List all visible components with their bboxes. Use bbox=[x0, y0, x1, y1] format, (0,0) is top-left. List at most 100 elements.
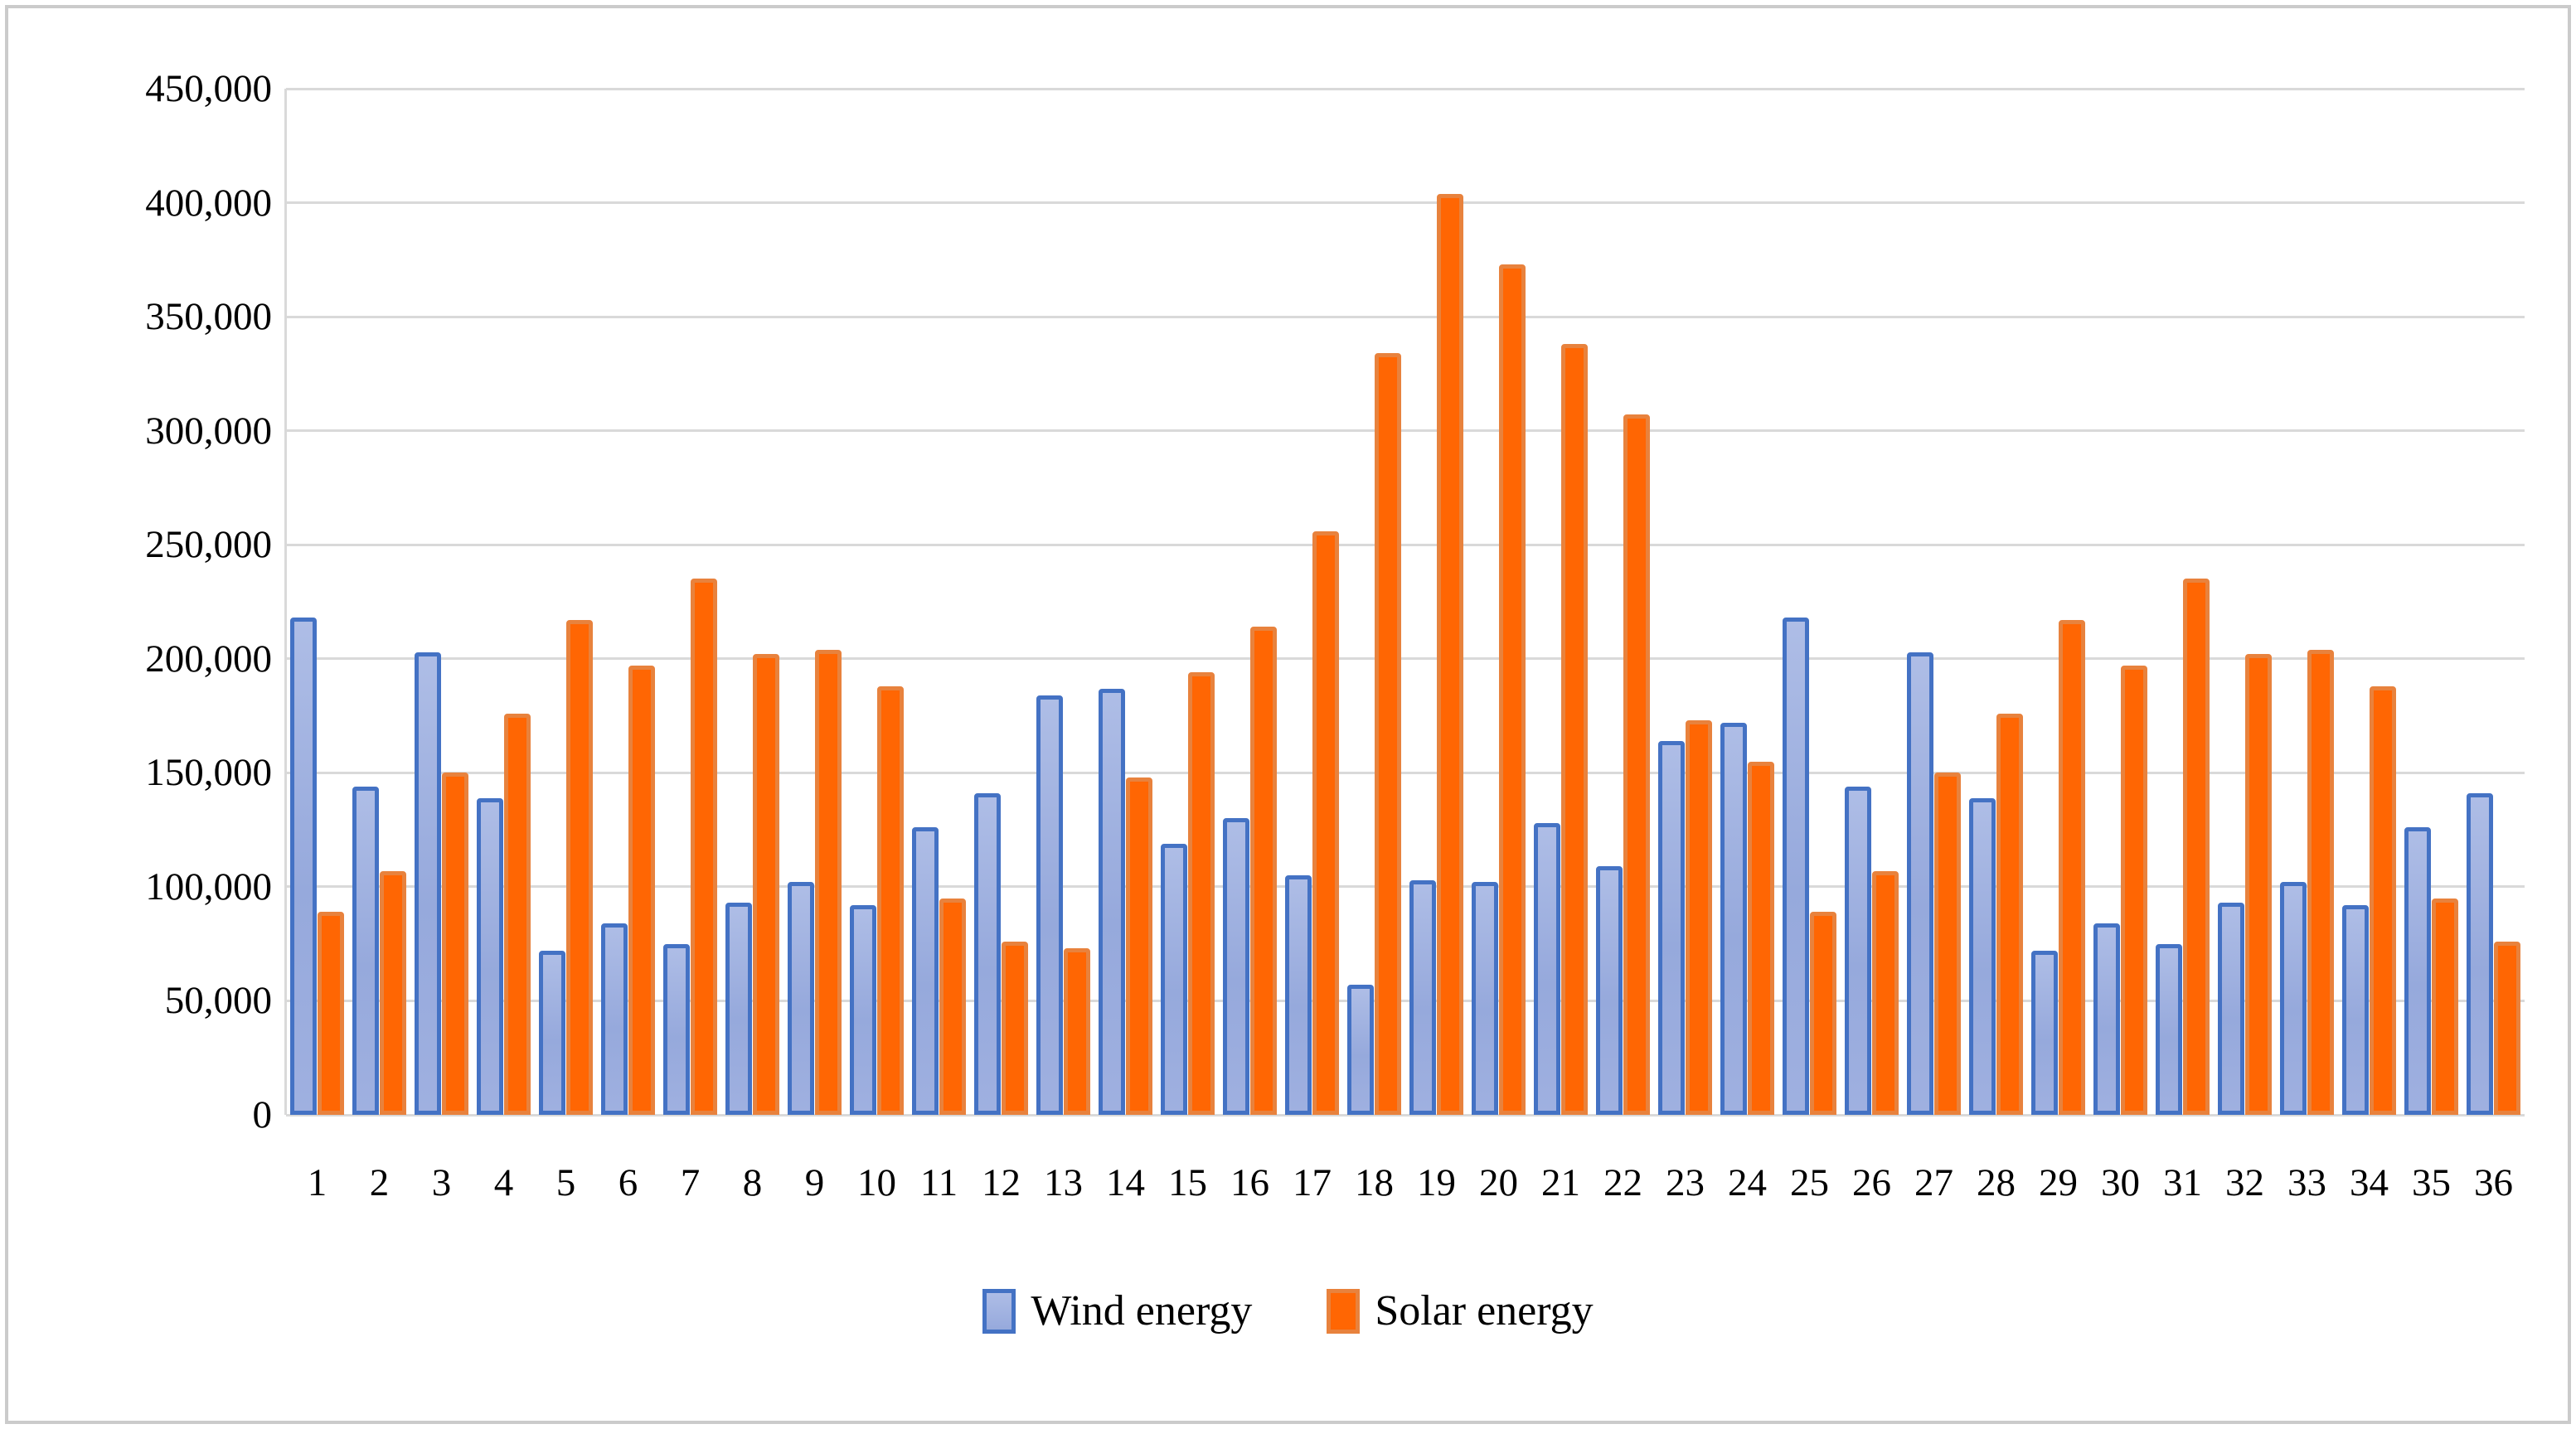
solar-bar-24 bbox=[1748, 762, 1774, 1115]
solar-bar-31 bbox=[2183, 579, 2210, 1115]
x-tick-label-15: 15 bbox=[1168, 1161, 1207, 1204]
solar-bar-9 bbox=[815, 650, 842, 1115]
wind-bar-10 bbox=[850, 905, 876, 1115]
solar-bar-27 bbox=[1934, 773, 1961, 1115]
y-tick-label-250000: 250,000 bbox=[145, 523, 272, 566]
solar-bar-25 bbox=[1810, 912, 1836, 1115]
x-tick-label-29: 29 bbox=[2039, 1161, 2078, 1204]
category-34 bbox=[2338, 89, 2400, 1115]
gridline-50000 bbox=[286, 1000, 2525, 1002]
solar-bar-15 bbox=[1188, 672, 1215, 1115]
x-tick-label-1: 1 bbox=[307, 1161, 327, 1204]
x-tick-label-13: 13 bbox=[1044, 1161, 1083, 1204]
x-tick-label-34: 34 bbox=[2350, 1161, 2389, 1204]
x-tick-label-25: 25 bbox=[1790, 1161, 1829, 1204]
x-tick-label-3: 3 bbox=[431, 1161, 452, 1204]
x-tick-label-23: 23 bbox=[1666, 1161, 1705, 1204]
solar-bar-6 bbox=[628, 666, 655, 1115]
wind-bar-7 bbox=[663, 944, 690, 1115]
solar-bar-1 bbox=[318, 912, 344, 1115]
y-tick-label-150000: 150,000 bbox=[145, 751, 272, 794]
x-tick-label-24: 24 bbox=[1728, 1161, 1767, 1204]
wind-bar-25 bbox=[1783, 618, 1809, 1115]
wind-bar-36 bbox=[2467, 793, 2493, 1115]
category-8 bbox=[721, 89, 783, 1115]
x-tick-label-28: 28 bbox=[1977, 1161, 2016, 1204]
category-36 bbox=[2462, 89, 2525, 1115]
wind-bar-27 bbox=[1907, 652, 1933, 1115]
wind-bar-32 bbox=[2218, 903, 2244, 1115]
y-axis-line bbox=[284, 89, 287, 1115]
solar-bar-3 bbox=[442, 773, 468, 1115]
category-17 bbox=[1281, 89, 1343, 1115]
x-tick-label-10: 10 bbox=[857, 1161, 896, 1204]
x-tick-label-26: 26 bbox=[1852, 1161, 1891, 1204]
x-tick-label-14: 14 bbox=[1106, 1161, 1145, 1204]
gridline-400000 bbox=[286, 201, 2525, 204]
x-tick-label-35: 35 bbox=[2412, 1161, 2451, 1204]
category-27 bbox=[1903, 89, 1965, 1115]
x-tick-label-32: 32 bbox=[2225, 1161, 2264, 1204]
solar-bar-11 bbox=[939, 899, 966, 1115]
solar-bar-16 bbox=[1250, 627, 1277, 1115]
category-14 bbox=[1094, 89, 1157, 1115]
gridline-0 bbox=[286, 1114, 2525, 1117]
wind-bar-21 bbox=[1534, 823, 1560, 1115]
category-1 bbox=[286, 89, 348, 1115]
wind-bar-34 bbox=[2342, 905, 2369, 1115]
x-tick-label-6: 6 bbox=[618, 1161, 638, 1204]
x-tick-label-5: 5 bbox=[555, 1161, 576, 1204]
wind-bar-13 bbox=[1036, 695, 1063, 1115]
solar-bar-18 bbox=[1375, 353, 1401, 1115]
category-25 bbox=[1778, 89, 1841, 1115]
solar-bar-28 bbox=[1996, 714, 2023, 1115]
solar-bar-17 bbox=[1312, 531, 1339, 1115]
solar-bar-30 bbox=[2121, 666, 2147, 1115]
x-tick-label-33: 33 bbox=[2287, 1161, 2326, 1204]
category-19 bbox=[1405, 89, 1467, 1115]
category-15 bbox=[1157, 89, 1219, 1115]
gridline-200000 bbox=[286, 657, 2525, 660]
solar-bar-4 bbox=[504, 714, 531, 1115]
y-tick-label-300000: 300,000 bbox=[145, 409, 272, 453]
solar-bar-29 bbox=[2059, 620, 2085, 1115]
wind-bar-4 bbox=[477, 798, 503, 1115]
category-32 bbox=[2214, 89, 2276, 1115]
wind-bar-3 bbox=[415, 652, 441, 1115]
gridline-250000 bbox=[286, 544, 2525, 546]
category-12 bbox=[970, 89, 1032, 1115]
category-28 bbox=[1965, 89, 2027, 1115]
legend-label-solar: Solar energy bbox=[1375, 1287, 1594, 1335]
wind-bar-11 bbox=[912, 827, 939, 1115]
x-tick-label-30: 30 bbox=[2101, 1161, 2140, 1204]
category-20 bbox=[1467, 89, 1530, 1115]
category-11 bbox=[908, 89, 970, 1115]
x-tick-label-20: 20 bbox=[1479, 1161, 1518, 1204]
legend-item-solar: Solar energy bbox=[1327, 1286, 1594, 1335]
y-tick-label-350000: 350,000 bbox=[145, 295, 272, 338]
gridline-100000 bbox=[286, 885, 2525, 888]
solar-bar-33 bbox=[2307, 650, 2334, 1115]
wind-bar-15 bbox=[1161, 844, 1187, 1115]
y-tick-label-0: 0 bbox=[252, 1093, 273, 1136]
category-23 bbox=[1654, 89, 1716, 1115]
solar-bar-32 bbox=[2245, 654, 2272, 1115]
y-tick-label-400000: 400,000 bbox=[145, 182, 272, 225]
wind-bar-18 bbox=[1347, 985, 1374, 1115]
solar-bar-2 bbox=[380, 871, 406, 1115]
solar-bar-35 bbox=[2432, 899, 2458, 1115]
solar-bar-14 bbox=[1126, 777, 1152, 1115]
solar-bar-5 bbox=[566, 620, 593, 1115]
solar-bar-21 bbox=[1561, 344, 1588, 1115]
wind-bar-30 bbox=[2093, 923, 2120, 1115]
x-tick-label-31: 31 bbox=[2163, 1161, 2202, 1204]
wind-bar-20 bbox=[1472, 882, 1498, 1115]
gridline-150000 bbox=[286, 772, 2525, 774]
wind-bar-33 bbox=[2280, 882, 2307, 1115]
solar-bar-20 bbox=[1499, 264, 1526, 1115]
category-13 bbox=[1032, 89, 1094, 1115]
wind-bar-31 bbox=[2156, 944, 2182, 1115]
x-tick-label-2: 2 bbox=[369, 1161, 390, 1204]
wind-bar-19 bbox=[1409, 880, 1436, 1115]
